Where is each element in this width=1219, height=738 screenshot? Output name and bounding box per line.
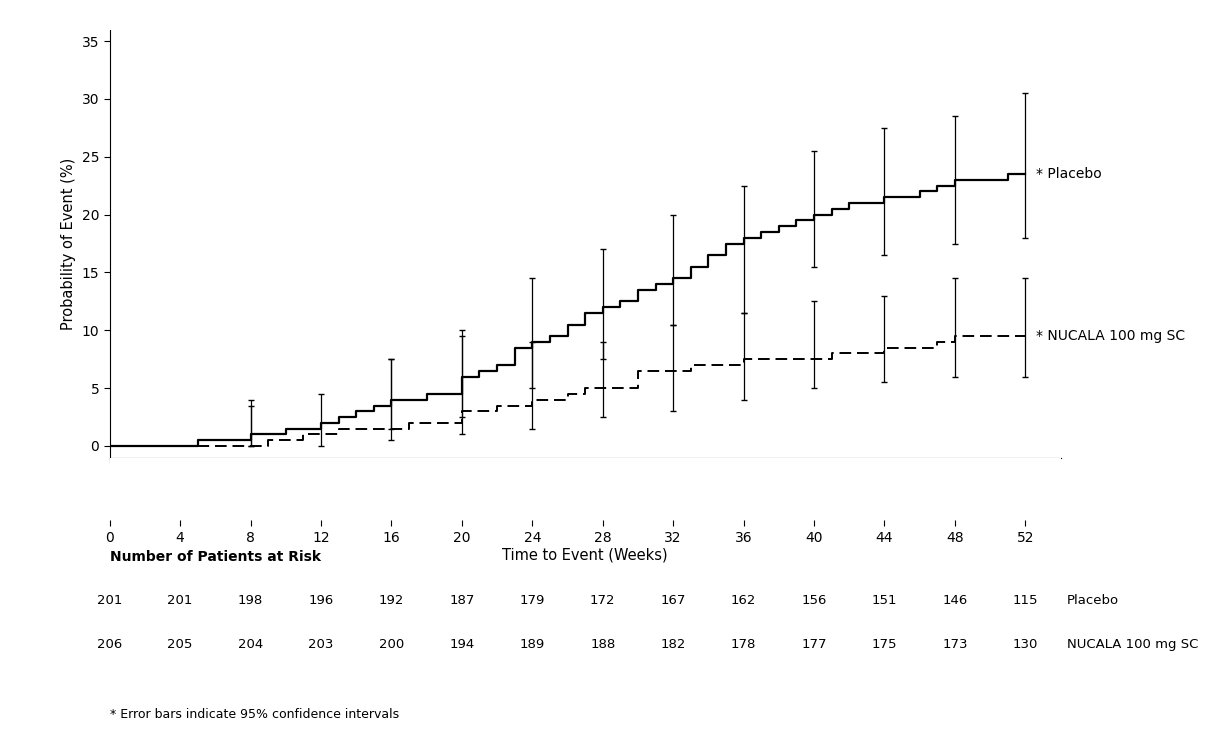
Text: * NUCALA 100 mg SC: * NUCALA 100 mg SC: [1036, 329, 1185, 343]
Text: 115: 115: [1013, 594, 1039, 607]
Text: 167: 167: [661, 594, 686, 607]
Text: NUCALA 100 mg SC: NUCALA 100 mg SC: [1067, 638, 1198, 652]
Text: 172: 172: [590, 594, 616, 607]
Text: 151: 151: [872, 594, 897, 607]
Text: 192: 192: [379, 594, 405, 607]
Text: 162: 162: [731, 594, 756, 607]
Text: 188: 188: [590, 638, 616, 652]
Text: 187: 187: [449, 594, 474, 607]
Text: 182: 182: [661, 638, 686, 652]
Text: 189: 189: [519, 638, 545, 652]
Text: 146: 146: [942, 594, 968, 607]
Text: 205: 205: [167, 638, 193, 652]
Text: 204: 204: [238, 638, 263, 652]
Text: 196: 196: [308, 594, 334, 607]
Text: 156: 156: [801, 594, 826, 607]
Text: 173: 173: [942, 638, 968, 652]
Text: * Placebo: * Placebo: [1036, 167, 1102, 181]
Y-axis label: Probability of Event (%): Probability of Event (%): [61, 157, 76, 330]
Text: 198: 198: [238, 594, 263, 607]
Text: 194: 194: [450, 638, 474, 652]
Text: 201: 201: [98, 594, 122, 607]
Text: 200: 200: [379, 638, 403, 652]
X-axis label: Time to Event (Weeks): Time to Event (Weeks): [502, 548, 668, 562]
Text: Number of Patients at Risk: Number of Patients at Risk: [110, 550, 321, 564]
Text: 201: 201: [167, 594, 193, 607]
Text: Placebo: Placebo: [1067, 594, 1119, 607]
Text: 175: 175: [872, 638, 897, 652]
Text: 177: 177: [801, 638, 826, 652]
Text: * Error bars indicate 95% confidence intervals: * Error bars indicate 95% confidence int…: [110, 708, 399, 722]
Text: 130: 130: [1013, 638, 1039, 652]
Text: 179: 179: [519, 594, 545, 607]
Text: 206: 206: [98, 638, 122, 652]
Text: 203: 203: [308, 638, 334, 652]
Text: 178: 178: [731, 638, 756, 652]
